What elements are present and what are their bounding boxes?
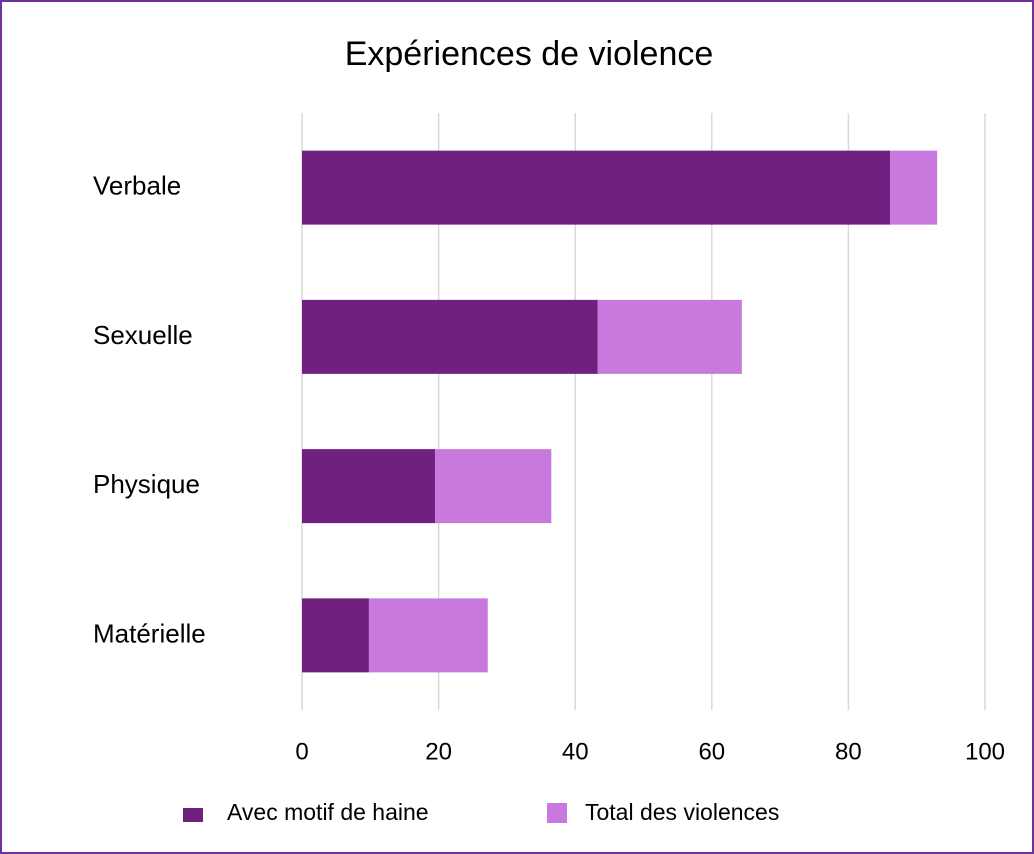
x-tick-label: 0 xyxy=(295,738,308,765)
category-label: Verbale xyxy=(93,171,181,201)
bar xyxy=(302,449,436,524)
legend-swatch xyxy=(547,803,567,823)
x-tick-label: 80 xyxy=(835,738,862,765)
x-tick-label: 20 xyxy=(425,738,452,765)
bar xyxy=(302,598,369,673)
x-tick-label: 40 xyxy=(562,738,589,765)
category-label: Physique xyxy=(93,469,200,499)
x-tick-label: 60 xyxy=(698,738,725,765)
chart-title: Expériences de violence xyxy=(345,35,714,73)
bar xyxy=(435,449,552,524)
bar xyxy=(597,299,742,374)
category-label: Matérielle xyxy=(93,618,206,648)
bar xyxy=(890,150,938,225)
bar xyxy=(302,150,891,225)
category-label: Sexuelle xyxy=(93,320,193,350)
legend-label: Total des violences xyxy=(585,799,779,825)
legend-swatch xyxy=(183,808,203,822)
bar xyxy=(302,299,598,374)
bar xyxy=(368,598,488,673)
legend-label: Avec motif de haine xyxy=(227,799,429,825)
x-tick-label: 100 xyxy=(965,738,1005,765)
